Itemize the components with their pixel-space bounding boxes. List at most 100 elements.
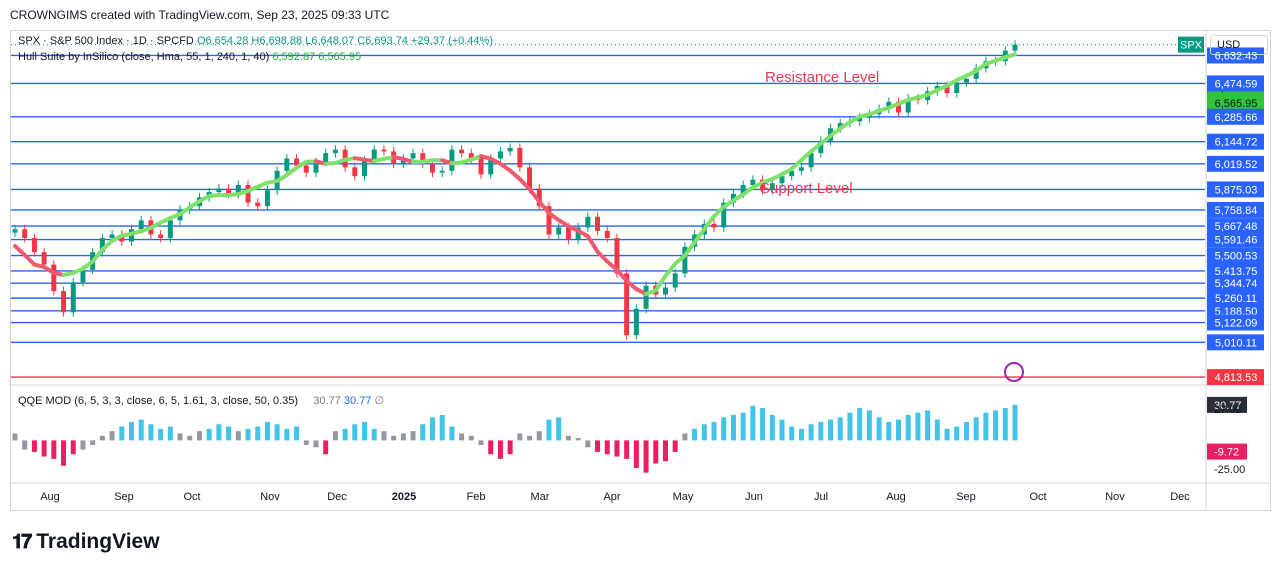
qqe-bar: [31, 440, 37, 452]
candle-body: [624, 273, 630, 336]
hull-band-segment: [80, 259, 95, 271]
qqe-bar: [371, 428, 377, 441]
time-axis-label: Oct: [183, 491, 200, 503]
candle-body: [381, 149, 387, 152]
qqe-indicator-name[interactable]: QQE MOD (6, 5, 3, 3, close, 6, 5, 1.61, …: [18, 395, 299, 407]
candle-body: [614, 238, 620, 274]
qqe-bar: [264, 421, 270, 441]
price-axis-tag: [1207, 75, 1264, 92]
candle-body: [837, 123, 843, 129]
time-axis-label: Apr: [603, 491, 620, 503]
hull-band-segment: [624, 278, 639, 292]
candle-body: [769, 183, 775, 191]
price-axis-tag: [1207, 47, 1264, 64]
candle-body: [905, 98, 911, 113]
qqe-bar: [546, 419, 552, 441]
qqe-bar: [730, 415, 736, 441]
candle-body: [226, 188, 232, 194]
qqe-bar: [1002, 408, 1008, 441]
hull-band-segment: [537, 199, 551, 216]
qqe-bar: [109, 431, 115, 441]
candle-body: [857, 117, 863, 122]
qqe-bar: [274, 424, 280, 441]
price-axis-tag: [1207, 369, 1264, 386]
qqe-bar: [876, 417, 882, 441]
price-axis-tag: [1207, 275, 1264, 292]
qqe-bar: [429, 417, 435, 441]
hull-value-1: 6,592.87: [272, 51, 316, 63]
hull-indicator-name[interactable]: Hull Suite by InSilico (close, Hma, 55, …: [18, 51, 270, 63]
qqe-bar: [944, 428, 950, 441]
qqe-bar: [284, 428, 290, 441]
candle-body: [284, 158, 290, 171]
price-axis-label: 5,667.48: [1215, 221, 1258, 233]
candle-body: [565, 227, 571, 240]
candle-body: [303, 165, 309, 173]
qqe-bar: [226, 426, 232, 441]
qqe-bar: [866, 410, 872, 441]
qqe-bar: [536, 431, 542, 441]
price-axis-tag: [1207, 334, 1264, 351]
time-axis-label: Dec: [1170, 491, 1190, 503]
candle-body: [41, 252, 47, 265]
qqe-bar: [915, 412, 921, 441]
candle-body: [895, 101, 901, 113]
price-axis-label: 5,758.84: [1215, 205, 1258, 217]
qqe-bar: [400, 433, 406, 441]
qqe-bar: [886, 421, 892, 441]
qqe-bar: [381, 431, 387, 441]
candle-body: [61, 291, 67, 313]
candle-body: [109, 234, 115, 239]
hull-band-segment: [673, 253, 687, 266]
hull-band-segment: [517, 177, 532, 192]
candle-body: [51, 264, 57, 292]
candle-body: [323, 153, 329, 162]
qqe-bar: [216, 424, 222, 441]
qqe-bar: [934, 419, 940, 441]
qqe-bar: [303, 440, 309, 445]
price-axis-tag: [1207, 133, 1264, 150]
legend-symbol-row: SPX · S&P 500 Index · 1D · SPCFD O6,654.…: [18, 35, 493, 47]
candle-body: [12, 229, 18, 233]
candle-body: [449, 149, 455, 171]
price-axis-label: 5,413.75: [1215, 266, 1258, 278]
candle-body: [682, 246, 688, 274]
qqe-bar: [993, 410, 999, 441]
currency-selector[interactable]: USD: [1210, 35, 1268, 55]
qqe-bar: [294, 426, 300, 441]
price-axis-label: 5,010.11: [1215, 337, 1257, 349]
candle-body: [313, 161, 319, 173]
qqe-bar: [459, 433, 465, 441]
qqe-bar: [643, 440, 649, 473]
price-axis-label: 5,500.53: [1215, 251, 1258, 263]
candle-body: [410, 153, 416, 159]
hull-band-segment: [818, 133, 833, 146]
qqe-bar: [352, 424, 358, 441]
candle-body: [779, 176, 785, 184]
chart-attribution: CROWNGIMS created with TradingView.com, …: [10, 8, 390, 22]
hull-band-segment: [799, 149, 814, 162]
qqe-bar: [750, 405, 756, 441]
candle-body: [546, 206, 552, 235]
hull-band-segment: [527, 187, 542, 204]
candle-body: [944, 85, 950, 94]
qqe-value-2: 30.77: [343, 395, 372, 407]
candle-body: [138, 220, 144, 230]
qqe-bar: [682, 433, 688, 441]
candle-body: [294, 158, 300, 166]
candle-body: [536, 188, 542, 207]
candle-body: [556, 227, 562, 235]
hull-band-segment: [653, 273, 668, 293]
price-axis-label: 6,632.43: [1215, 50, 1258, 62]
spx-tag-label: SPX: [1180, 40, 1203, 52]
candle-body: [400, 158, 406, 164]
currency-label: USD: [1217, 39, 1241, 51]
qqe-bar: [818, 421, 824, 441]
price-axis-label: 5,344.74: [1215, 278, 1258, 290]
qqe-bar: [468, 435, 474, 441]
time-axis-label: Oct: [1029, 491, 1046, 503]
qqe-bar: [692, 428, 698, 441]
qqe-bar: [488, 440, 494, 455]
qqe-bar: [206, 428, 212, 441]
